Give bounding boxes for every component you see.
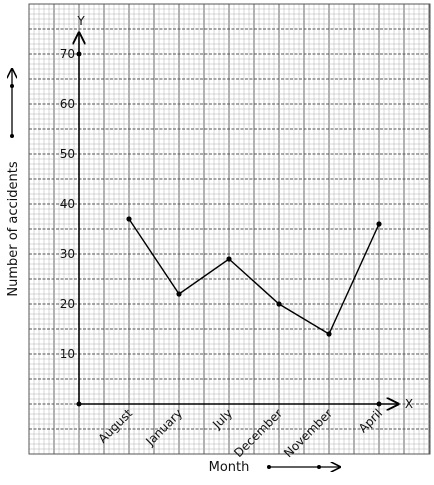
x-label-arrow-dot-mid <box>317 465 321 469</box>
y-axis-top-dot <box>76 51 82 57</box>
data-point <box>326 331 332 337</box>
y-axis-letter: Y <box>76 14 85 28</box>
origin-dot <box>76 401 82 407</box>
y-label-arrow-dot-mid <box>10 84 14 88</box>
plot-frame <box>28 3 431 455</box>
data-point <box>126 216 132 222</box>
y-tick-label: 50 <box>60 147 75 161</box>
x-tick-label: December <box>231 406 285 460</box>
x-axis-label: Month <box>209 460 250 475</box>
data-point <box>276 301 282 307</box>
x-tick-label: April <box>356 406 385 435</box>
y-tick-labels: 10 20 30 40 50 60 70 <box>60 47 75 361</box>
y-tick-label: 40 <box>60 197 75 211</box>
y-tick-label: 10 <box>60 347 75 361</box>
y-axis-label: Number of accidents <box>6 161 21 296</box>
data-point <box>176 291 182 297</box>
x-label-arrow-dot-start <box>267 465 271 469</box>
x-axis-label-group: Month <box>209 460 340 475</box>
y-tick-label: 20 <box>60 297 75 311</box>
data-point <box>376 221 382 227</box>
axes: Y X <box>76 14 413 411</box>
y-label-arrow-dot-start <box>10 134 14 138</box>
series-line <box>128 218 380 336</box>
data-point <box>226 256 232 262</box>
x-axis-letter: X <box>405 397 413 411</box>
x-tick-label: July <box>209 406 235 432</box>
y-tick-label: 70 <box>60 47 75 61</box>
graph-paper-grid <box>28 3 431 455</box>
y-tick-label: 30 <box>60 247 75 261</box>
series-accidents <box>126 216 382 407</box>
y-axis-label-group: Number of accidents <box>6 69 21 297</box>
x-axis-end-dot <box>376 401 382 407</box>
y-tick-label: 60 <box>60 97 75 111</box>
